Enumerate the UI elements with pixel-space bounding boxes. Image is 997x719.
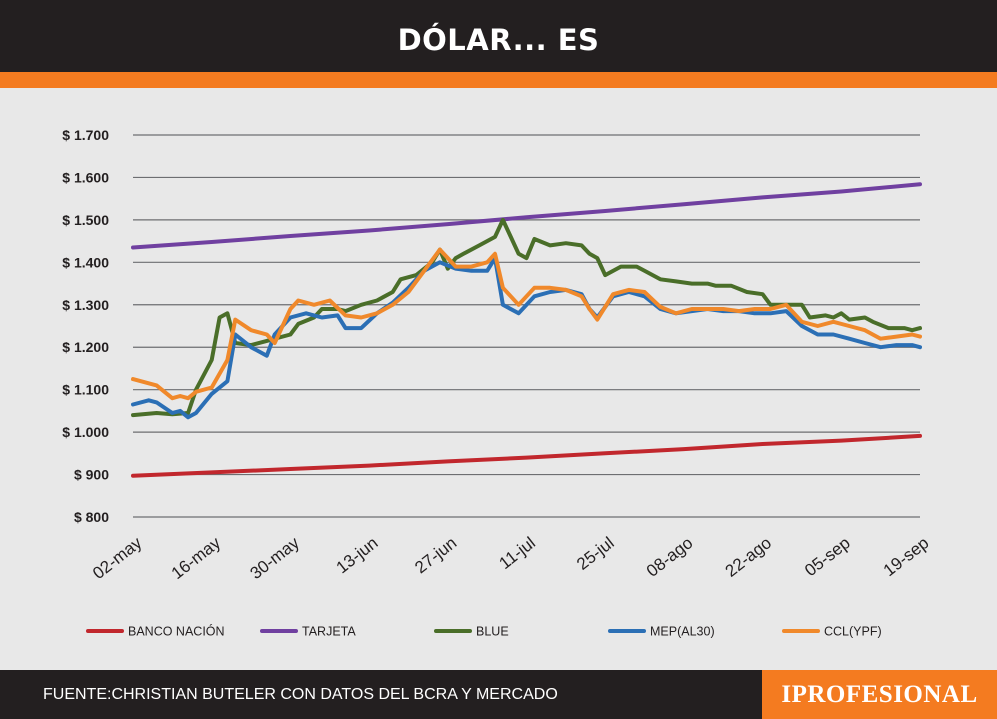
page-title: DÓLAR... ES (397, 23, 600, 57)
brand-logo: IPROFESIONAL (781, 681, 978, 708)
y-tick-label: $ 1.300 (62, 297, 109, 313)
chart-panel: $ 800 $ 900 $ 1.000 $ 1.100 $ 1.200 $ 1.300 $ … (12, 103, 985, 655)
x-tick-label: 16-may (168, 533, 225, 583)
y-tick-label: $ 1.000 (62, 424, 109, 440)
line-chart: $ 800 $ 900 $ 1.000 $ 1.100 $ 1.200 $ 1.300 $ … (62, 127, 932, 639)
brand-box (762, 670, 997, 719)
y-tick-label: $ 900 (74, 467, 109, 483)
source-credit: FUENTE:CHRISTIAN BUTELER CON DATOS DEL B… (43, 686, 558, 703)
x-tick-label: 25-jul (573, 533, 617, 574)
legend-label-0: BANCO NACIÓN (128, 624, 225, 639)
x-tick-label: 13-jun (333, 533, 382, 577)
y-tick-label: $ 1.500 (62, 212, 109, 228)
series-line-2 (131, 217, 922, 418)
x-tick-label: 02-may (89, 533, 146, 583)
header-bar (0, 0, 997, 72)
series-line-1 (131, 182, 922, 250)
y-tick-label: $ 1.200 (62, 339, 109, 355)
legend-label-4: CCL(YPF) (824, 625, 882, 639)
x-tick-label: 30-may (246, 533, 303, 583)
y-tick-label: $ 1.400 (62, 254, 109, 270)
x-tick-label: 08-ago (643, 533, 696, 581)
legend-label-2: BLUE (476, 625, 509, 639)
x-tick-label: 11-jul (495, 533, 538, 573)
y-axis-ticks: $ 800 $ 900 $ 1.000 $ 1.100 $ 1.200 $ 1.300 $ … (62, 127, 109, 525)
x-axis-ticks: 02-may 16-may 30-may 13-jun 27-jun 11-jul 25-j… (89, 533, 932, 583)
y-tick-label: $ 1.100 (62, 382, 109, 398)
legend: BANCO NACIÓN TARJETA BLUE MEP(AL30) CCL(YPF) (86, 624, 882, 639)
series-lines (131, 182, 922, 478)
x-tick-label: 19-sep (880, 533, 933, 580)
x-tick-label: 22-ago (722, 533, 775, 581)
header-accent-stripe (0, 72, 997, 88)
x-tick-label: 05-sep (801, 533, 854, 580)
y-tick-label: $ 800 (74, 509, 109, 525)
legend-label-3: MEP(AL30) (650, 625, 715, 639)
series-line-4 (131, 247, 922, 401)
y-tick-label: $ 1.600 (62, 169, 109, 185)
series-line-3 (131, 256, 922, 420)
y-tick-label: $ 1.700 (62, 127, 109, 143)
x-tick-label: 27-jun (411, 533, 460, 577)
legend-label-1: TARJETA (302, 625, 356, 639)
series-line-0 (131, 433, 922, 478)
